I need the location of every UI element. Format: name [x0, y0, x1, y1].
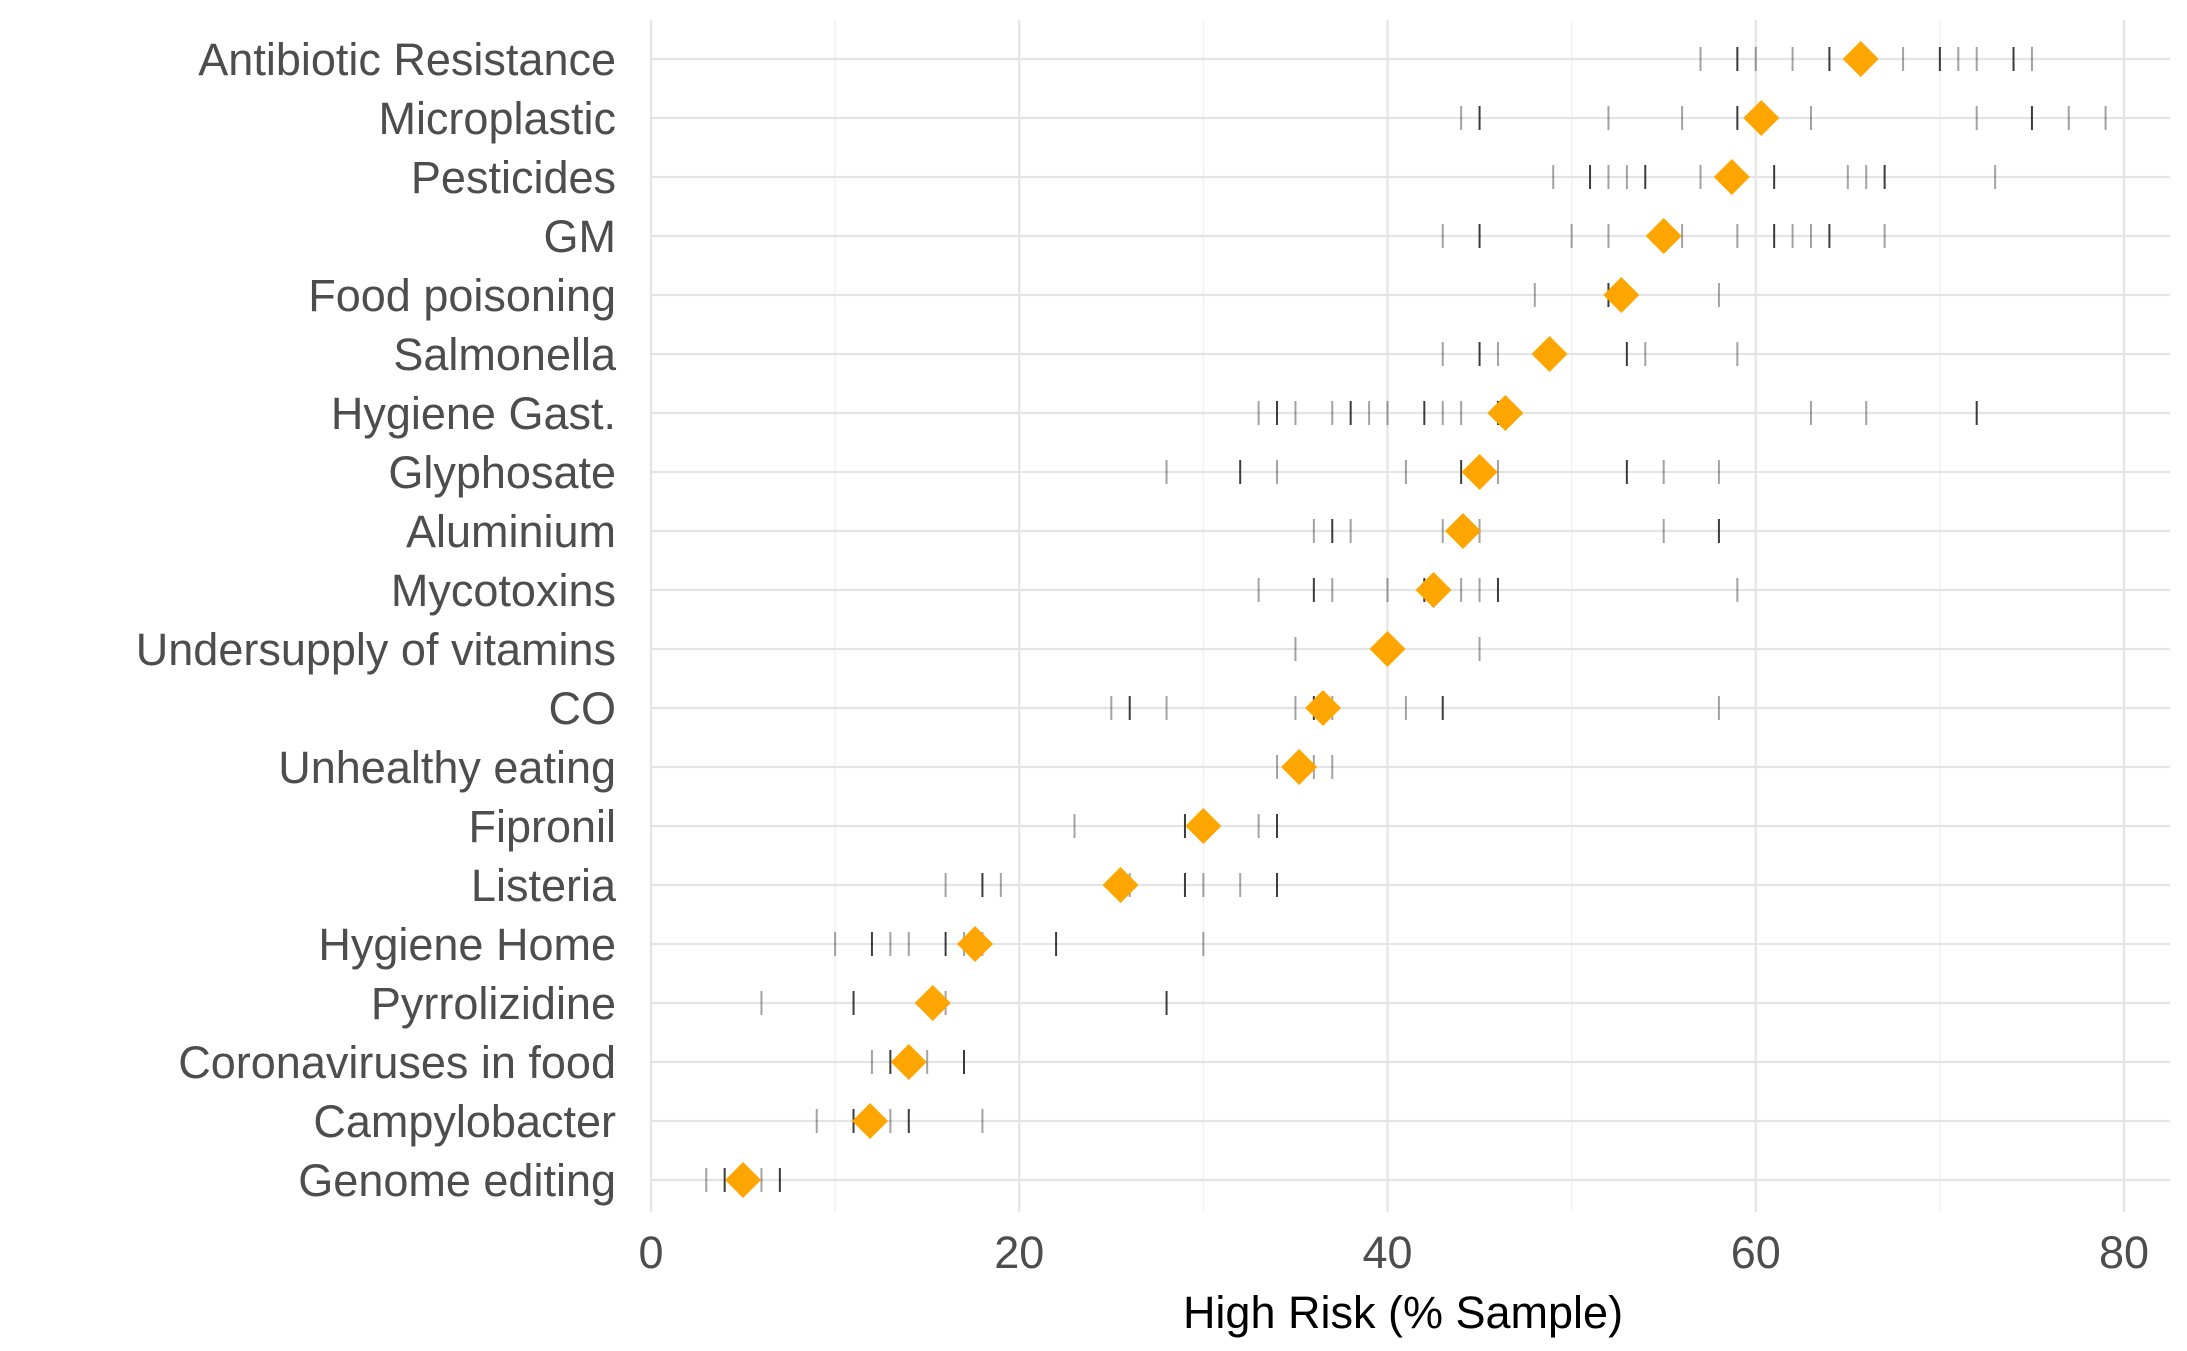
category-label: Campylobacter — [313, 1096, 616, 1147]
mean-marker — [1185, 808, 1222, 844]
grid-layer — [649, 20, 2170, 1212]
x-tick-label: 60 — [1731, 1227, 1781, 1278]
category-label: Glyphosate — [388, 447, 616, 498]
mean-marker — [1842, 41, 1879, 77]
category-label: Aluminium — [406, 506, 616, 557]
category-label: Genome editing — [298, 1155, 616, 1206]
mean-marker — [1645, 218, 1682, 254]
category-label: Hygiene Gast. — [331, 388, 616, 439]
mean-marker — [1415, 572, 1452, 608]
category-label: Antibiotic Resistance — [198, 34, 616, 85]
x-tick-label: 40 — [1362, 1227, 1412, 1278]
mean-marker — [1305, 690, 1342, 726]
category-label: CO — [549, 683, 617, 734]
mean-marker — [890, 1044, 927, 1080]
mean-marker — [1743, 100, 1780, 136]
mean-marker — [1102, 867, 1139, 903]
category-label: Unhealthy eating — [278, 742, 616, 793]
x-tick-label: 80 — [2099, 1227, 2149, 1278]
category-label: Fipronil — [468, 801, 616, 852]
category-label: Hygiene Home — [318, 919, 616, 970]
mean-marker — [1713, 159, 1750, 195]
mean-marker — [1369, 631, 1406, 667]
mean-marker — [914, 985, 951, 1021]
mean-marker — [1531, 336, 1568, 372]
x-tick-label: 20 — [994, 1227, 1044, 1278]
category-label: GM — [544, 211, 617, 262]
category-label: Pesticides — [411, 152, 616, 203]
category-label: Food poisoning — [308, 270, 616, 321]
mean-marker — [1461, 454, 1498, 490]
category-label: Coronaviruses in food — [178, 1037, 616, 1088]
mean-marker — [725, 1162, 762, 1198]
mean-marker — [1444, 513, 1481, 549]
mean-marker — [1603, 277, 1640, 313]
category-labels-layer: Antibiotic Resistance Microplastic Pestici… — [136, 34, 617, 1206]
category-label: Mycotoxins — [391, 565, 616, 616]
category-label: Pyrrolizidine — [371, 978, 616, 1029]
mean-marker — [1281, 749, 1318, 785]
mean-marker — [852, 1103, 889, 1139]
category-label: Listeria — [471, 860, 617, 911]
category-label: Microplastic — [378, 93, 616, 144]
category-label: Undersupply of vitamins — [136, 624, 616, 675]
mean-marker — [1487, 395, 1524, 431]
x-axis-layer: 0 20 40 60 80 — [638, 1227, 2149, 1278]
x-axis-title: High Risk (% Sample) — [1183, 1287, 1623, 1338]
sample-ticks-layer — [705, 47, 2107, 1192]
x-tick-label: 0 — [638, 1227, 663, 1278]
mean-markers-layer — [725, 41, 1879, 1198]
mean-marker — [957, 926, 994, 962]
category-label: Salmonella — [393, 329, 617, 380]
